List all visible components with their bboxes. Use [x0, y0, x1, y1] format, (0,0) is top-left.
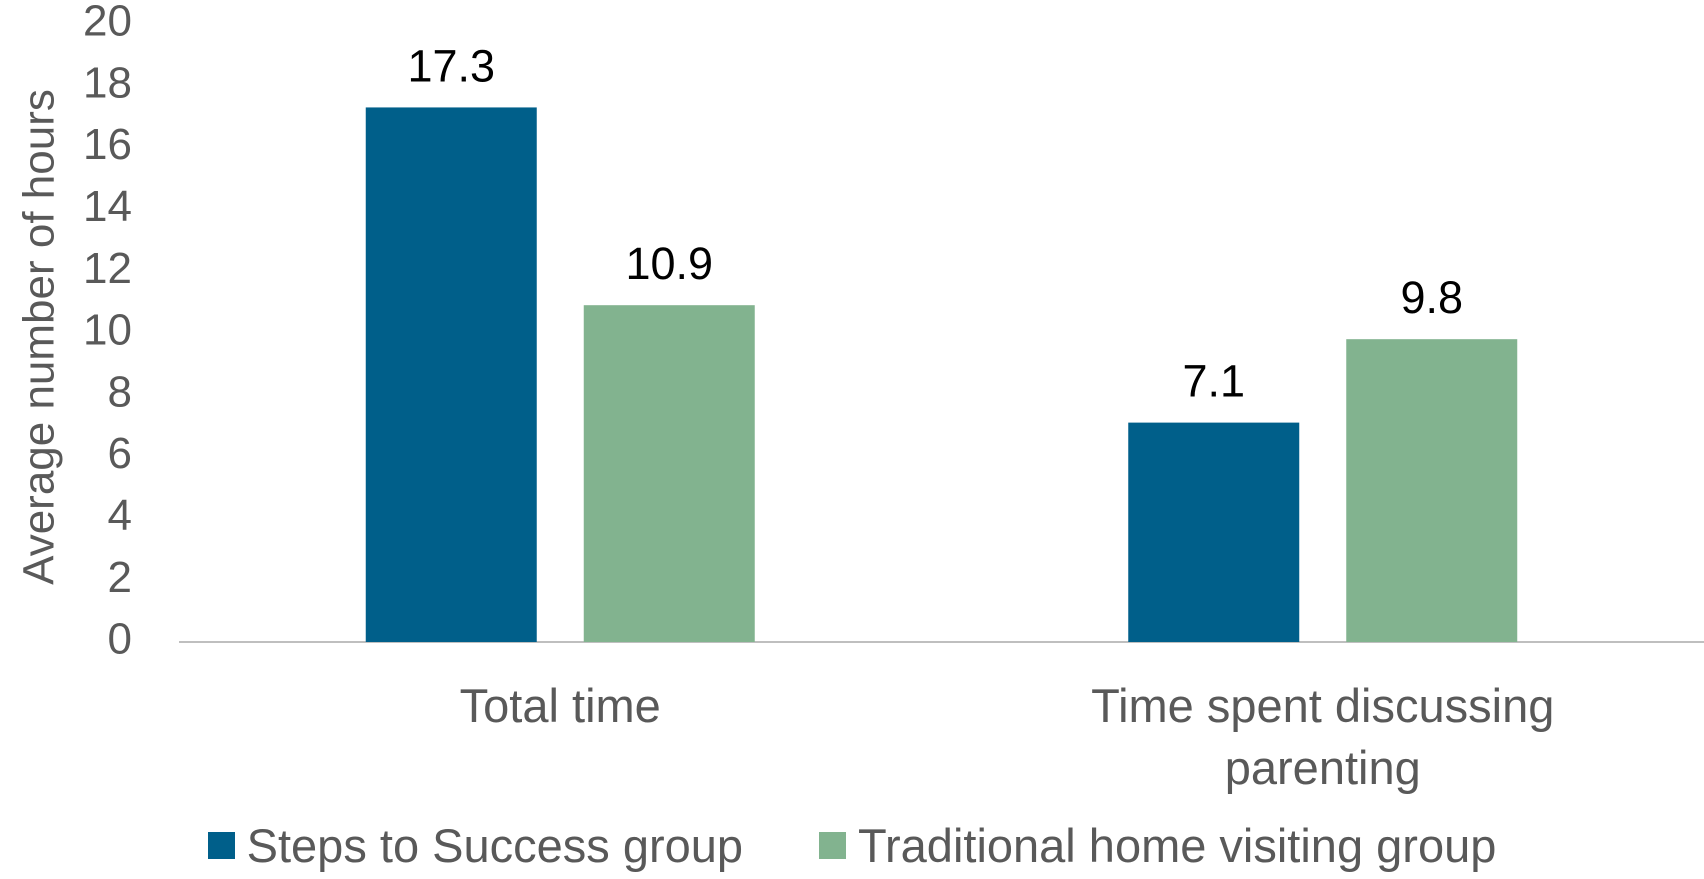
bar	[1346, 339, 1518, 642]
y-tick-label: 14	[83, 182, 132, 231]
y-tick-label: 16	[83, 120, 132, 169]
data-label: 17.3	[407, 40, 495, 91]
y-tick-label: 18	[83, 58, 132, 107]
y-tick-label: 20	[83, 0, 132, 46]
y-tick-label: 4	[108, 491, 132, 540]
y-tick-label: 12	[83, 244, 132, 293]
bar	[365, 107, 537, 643]
x-tick-label: Time spent discussing parenting	[1091, 679, 1555, 794]
legend-swatch	[819, 832, 847, 859]
legend-label: Traditional home visiting group	[858, 819, 1497, 872]
legend-swatch	[207, 832, 235, 859]
legend: Steps to Success group Traditional home v…	[0, 818, 1704, 873]
y-axis-title: Average number of hours	[15, 89, 64, 585]
legend-item: Steps to Success group	[207, 818, 744, 873]
y-tick-label: 0	[108, 615, 132, 664]
y-tick-label: 6	[108, 429, 132, 478]
y-tick-label: 8	[108, 367, 132, 416]
y-tick-label: 2	[108, 553, 132, 602]
bar	[1128, 422, 1300, 642]
y-tick-label: 10	[83, 306, 132, 355]
x-tick-label: Total time	[459, 679, 661, 732]
data-label: 10.9	[625, 238, 713, 289]
legend-label: Steps to Success group	[246, 819, 744, 872]
bar	[583, 305, 755, 642]
data-label: 9.8	[1400, 272, 1463, 323]
data-label: 7.1	[1182, 356, 1245, 407]
legend-item: Traditional home visiting group	[819, 818, 1496, 873]
